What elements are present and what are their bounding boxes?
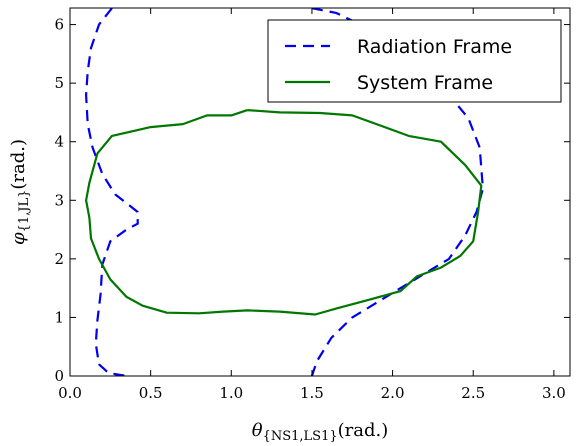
y-axis-label: φ{1,JL}(rad.) (8, 139, 32, 245)
plot-frame (69, 7, 571, 377)
series-layer (85, 8, 484, 376)
x-axis-symbol: θ (252, 420, 263, 441)
series-line-radiation-frame (310, 8, 484, 376)
x-tick-label: 1.0 (219, 384, 243, 402)
x-axis-label: θ{NS1,LS1}(rad.) (252, 420, 389, 444)
legend-label-radiation-frame: Radiation Frame (357, 36, 512, 58)
y-tick-label: 6 (54, 16, 64, 34)
y-tick-label: 1 (54, 308, 64, 326)
x-axis-subscript: {NS1,LS1} (263, 429, 338, 444)
y-tick-label: 3 (54, 191, 64, 209)
x-tick-label: 2.5 (461, 384, 485, 402)
y-tick-label: 4 (54, 133, 64, 151)
y-axis-subscript: {1,JL} (17, 190, 32, 233)
legend-box (267, 19, 562, 103)
series-line-radiation-frame (85, 8, 139, 376)
legend-label-system-frame: System Frame (357, 72, 493, 94)
x-tick-label: 0.5 (139, 384, 163, 402)
x-axis-unit: (rad.) (338, 420, 389, 441)
x-tick-label: 0.0 (58, 384, 82, 402)
x-tick-label: 2.0 (381, 384, 405, 402)
x-tick-label: 3.0 (542, 384, 566, 402)
legend: Radiation Frame System Frame (267, 19, 562, 103)
x-tick-label: 1.5 (300, 384, 324, 402)
y-tick-label: 0 (54, 367, 64, 385)
y-axis-symbol: φ (8, 232, 29, 245)
y-axis-unit: (rad.) (8, 139, 29, 190)
ticks-layer: 0.0 0.5 1.0 1.5 2.0 2.5 3.0 0 1 2 3 4 5 6 (54, 8, 570, 402)
series-line-system-frame (85, 109, 483, 316)
y-tick-label: 5 (54, 74, 64, 92)
y-tick-label: 2 (54, 250, 64, 268)
